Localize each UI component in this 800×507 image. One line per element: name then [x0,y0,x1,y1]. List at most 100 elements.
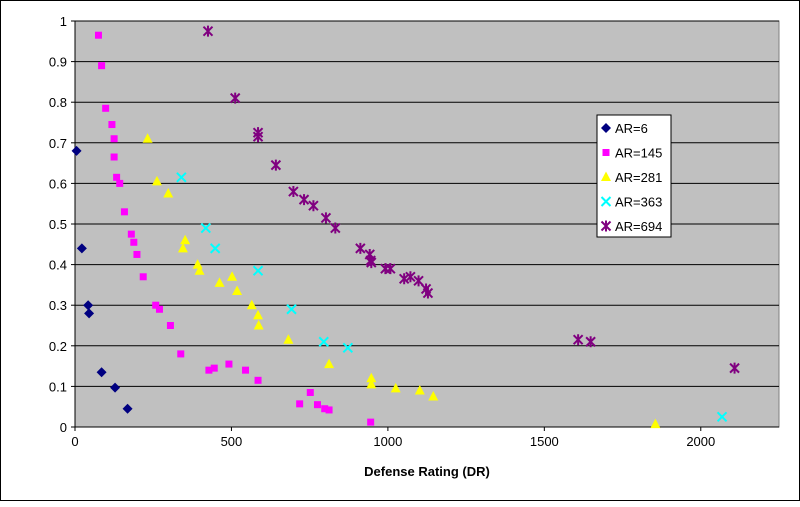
data-point [716,411,728,423]
legend-marker [601,171,611,181]
legend-item: AR=6 [601,121,648,136]
data-point [163,188,174,198]
data-point [242,366,250,374]
data-point [205,366,213,374]
data-points [71,25,740,429]
data-point [194,265,205,275]
x-tick-label: 0 [71,434,78,449]
data-point [130,238,138,246]
data-point [320,212,332,224]
data-point [572,334,584,346]
data-point [298,194,310,206]
data-point [102,104,110,112]
data-point [122,403,133,414]
data-point [414,384,425,395]
data-point [94,31,102,39]
legend: AR=6 AR=145 AR=281 AR=363 AR=694 [596,114,672,238]
data-point [585,336,596,348]
legend-item: AR=281 [601,170,662,185]
data-point [180,234,191,245]
data-point [113,173,121,181]
data-point [110,135,118,143]
data-point [324,358,335,369]
data-point [367,418,375,426]
y-tick-label: 0.2 [49,339,67,354]
data-point [108,121,116,129]
data-point [366,372,377,383]
series-ar-694 [202,25,740,374]
legend-marker [600,196,612,207]
data-point [200,222,211,234]
y-tick-label: 0 [60,420,67,435]
legend-item: AR=363 [600,195,662,210]
data-point [398,273,410,285]
data-point [151,175,162,186]
y-tick-label: 0.6 [49,176,67,191]
data-point [166,322,174,329]
data-point [98,62,106,70]
data-point [729,362,740,374]
data-point [225,360,233,368]
data-point [308,200,319,212]
y-tick-label: 0.5 [49,217,67,232]
data-point [142,133,153,143]
data-point [127,230,135,238]
data-point [210,364,218,372]
y-tick-label: 1 [60,14,67,29]
data-point [254,376,262,384]
data-point [390,382,401,393]
legend-item: AR=145 [602,146,662,161]
data-point [422,287,434,299]
data-point [355,242,366,254]
series-ar-6 [71,145,133,414]
data-point [288,186,299,198]
x-tick-label: 1500 [530,434,559,449]
data-point [296,400,304,408]
data-point [252,265,264,276]
data-point [71,145,82,156]
legend-label: AR=145 [615,146,662,161]
data-point [110,153,118,161]
data-point [283,334,294,344]
y-tick-label: 0.1 [49,379,67,394]
data-point [428,391,439,401]
data-point [325,406,333,414]
data-point [176,172,187,183]
data-point [155,305,163,313]
data-point [120,208,128,216]
x-tick-label: 500 [221,434,243,449]
data-point [229,92,241,104]
x-tick-label: 1000 [373,434,402,449]
legend-label: AR=281 [615,170,662,185]
legend-label: AR=6 [615,121,648,136]
legend-marker [602,149,610,156]
data-point [177,242,188,253]
data-point [76,243,87,254]
data-point [366,378,377,389]
data-point [83,300,94,311]
y-tick-label: 0.9 [49,55,67,70]
data-point [321,405,329,413]
data-point [253,320,264,330]
legend-label: AR=694 [615,219,662,234]
data-point [313,401,321,409]
data-point [192,259,203,269]
data-point [318,336,329,347]
data-point [209,243,221,254]
data-point [116,179,124,187]
data-point [252,131,264,143]
data-point [133,250,141,258]
data-point [84,308,95,319]
data-point [202,25,214,37]
legend-label: AR=363 [615,195,662,210]
data-point [306,388,314,396]
data-point [385,263,396,275]
data-point [214,277,225,287]
legend-marker [600,220,612,232]
data-point [366,257,377,269]
data-point [413,275,424,287]
legend-marker [601,123,611,133]
legend-item: AR=694 [600,219,662,234]
